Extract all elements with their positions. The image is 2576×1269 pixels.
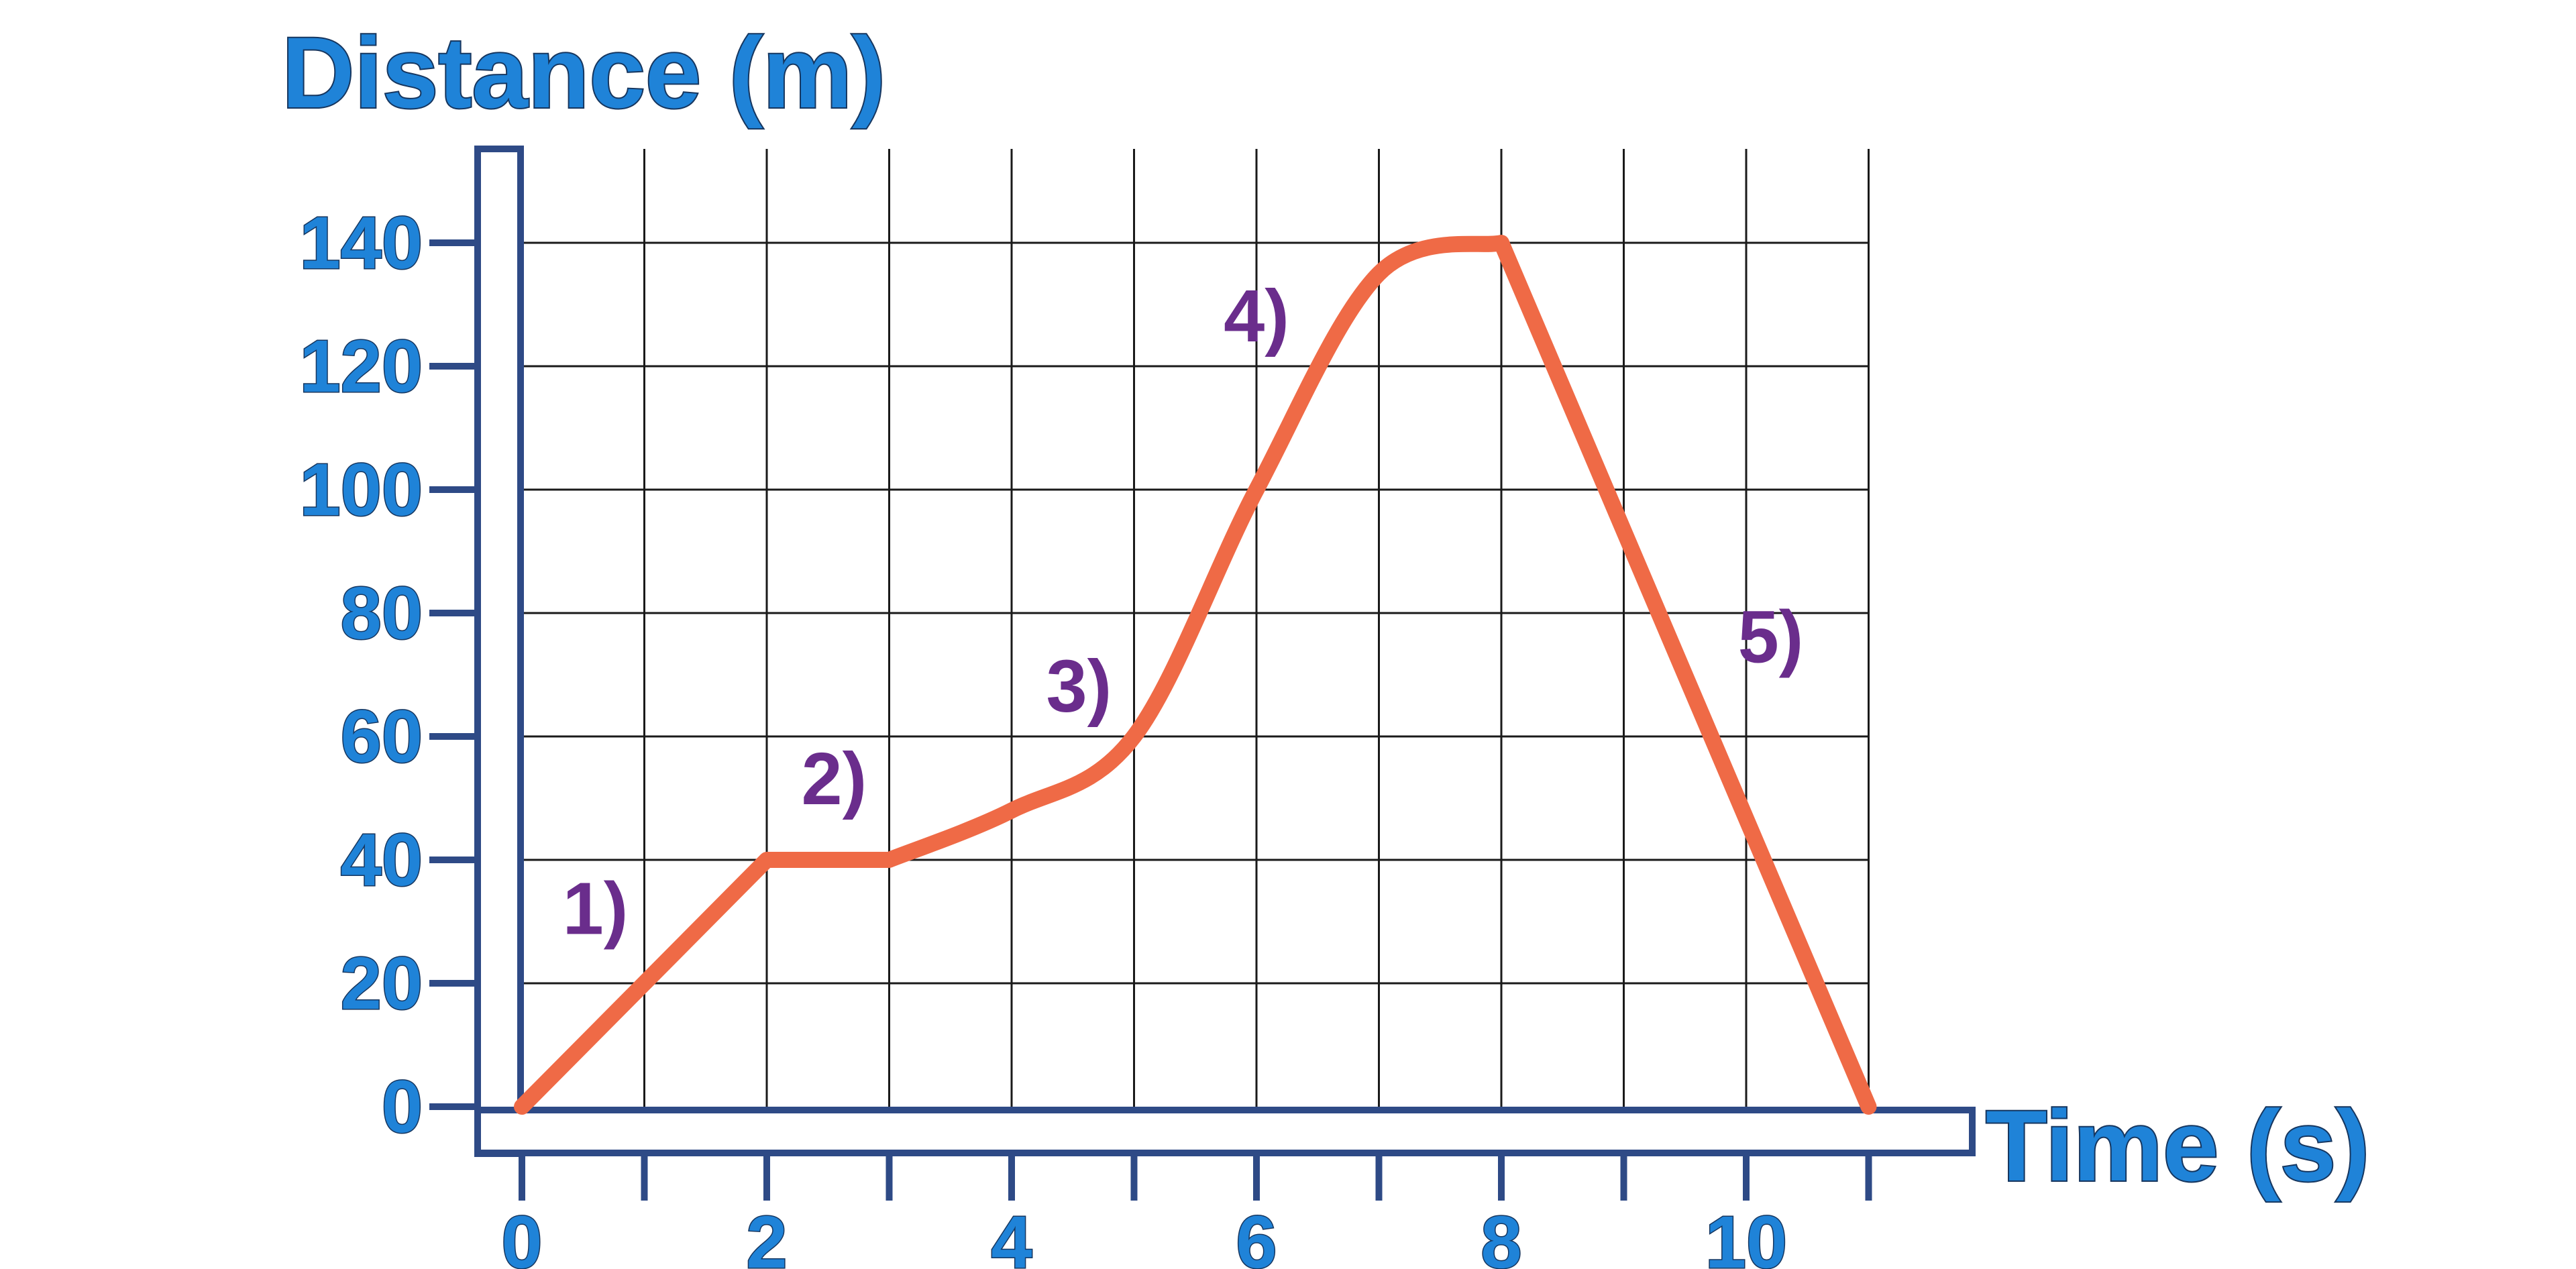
ticks: 0 20 40 60 80 100 120 140 0 2 4 6 8 10 <box>299 201 1872 1269</box>
y-tick-label: 100 <box>299 449 423 531</box>
series <box>514 235 1877 1115</box>
y-tick-label: 40 <box>341 819 423 901</box>
distance-line <box>514 235 1877 1115</box>
grid <box>522 149 1870 1107</box>
x-axis-bar <box>474 1107 1976 1156</box>
y-tick-label: 0 <box>382 1066 423 1148</box>
segment-annotation: 2) <box>801 738 867 820</box>
segment-annotation: 4) <box>1224 275 1289 357</box>
x-tick-label: 4 <box>991 1201 1032 1269</box>
segment-annotation: 1) <box>563 867 629 950</box>
segment-annotation: 3) <box>1046 645 1112 728</box>
x-tick-label: 8 <box>1481 1201 1521 1269</box>
y-tick-label: 60 <box>341 696 423 778</box>
y-tick-label: 140 <box>299 202 423 284</box>
y-tick-label: 80 <box>341 572 423 655</box>
segment-annotation: 5) <box>1738 596 1804 679</box>
y-axis-label: Distance (m) <box>282 16 885 129</box>
y-tick-label: 20 <box>341 942 423 1025</box>
x-axis-label: Time (s) <box>1986 1089 2369 1202</box>
annotations: 1) 2) 3) 4) 5) <box>563 275 1804 950</box>
x-tick-label: 2 <box>746 1201 787 1269</box>
y-axis-bar <box>474 146 524 1157</box>
y-tick-label: 120 <box>299 325 423 408</box>
axes <box>474 146 1976 1157</box>
x-tick-label: 0 <box>501 1201 542 1269</box>
x-tick-label: 6 <box>1236 1201 1277 1269</box>
x-tick-label: 10 <box>1705 1201 1787 1269</box>
